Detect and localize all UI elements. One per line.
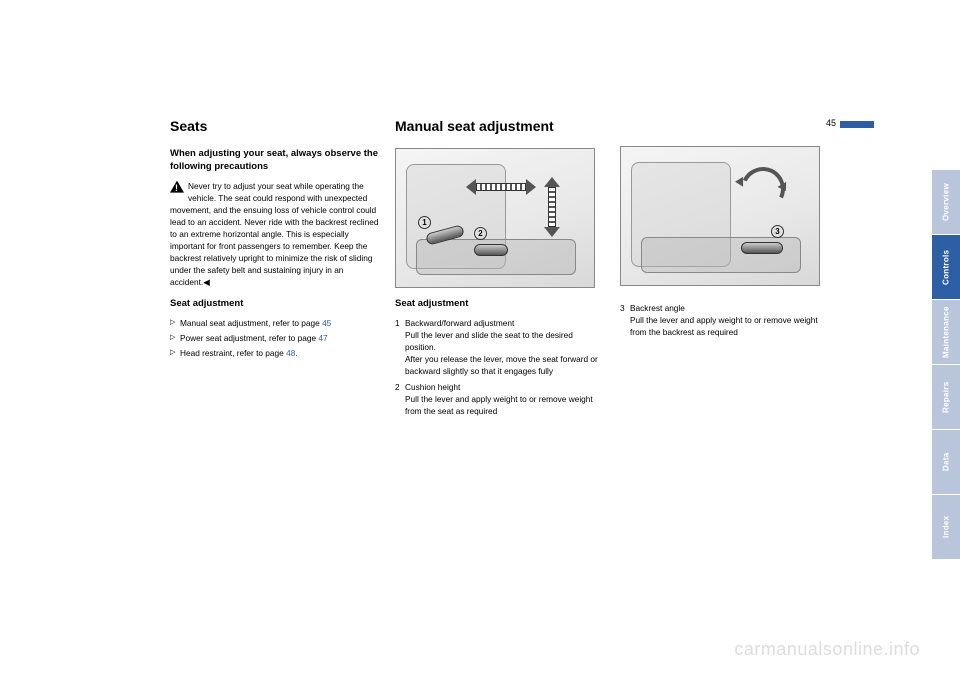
manual-page: 45 Seats When adjusting your seat, alway…	[170, 118, 850, 578]
heading-seat-adjustment-2: Seat adjustment	[395, 298, 605, 311]
list-item: 2 Cushion height Pull the lever and appl…	[395, 381, 605, 417]
warning-block: Never try to adjust your seat while oper…	[170, 180, 380, 288]
page-link[interactable]: 48	[286, 348, 295, 358]
adjustment-steps-3: 3 Backrest angle Pull the lever and appl…	[620, 302, 825, 338]
heading-manual-seat-adjustment: Manual seat adjustment	[395, 118, 605, 134]
tab-index[interactable]: Index	[932, 495, 960, 559]
page-link[interactable]: 45	[322, 318, 331, 328]
warning-text: Never try to adjust your seat while oper…	[170, 180, 380, 288]
column-manual-adjustment: Manual seat adjustment 1 2 MW079N02MA Se…	[395, 118, 605, 421]
tab-controls[interactable]: Controls	[932, 235, 960, 299]
list-item: 1 Backward/forward adjustment Pull the l…	[395, 317, 605, 377]
figure-seat-lever-3: 3 MW080N02MA	[620, 146, 820, 286]
callout-2: 2	[474, 227, 487, 240]
figure-seat-levers-12: 1 2 MW079N02MA	[395, 148, 595, 288]
adjustment-steps: 1 Backward/forward adjustment Pull the l…	[395, 317, 605, 417]
heading-precautions: When adjusting your seat, always observe…	[170, 148, 380, 174]
list-item: Head restraint, refer to page 48.	[170, 347, 380, 359]
column-seats: Seats When adjusting your seat, always o…	[170, 118, 380, 362]
watermark: carmanualsonline.info	[734, 639, 920, 660]
adjustment-link-list: Manual seat adjustment, refer to page 45…	[170, 317, 380, 359]
heading-seat-adjustment: Seat adjustment	[170, 298, 380, 311]
tab-overview[interactable]: Overview	[932, 170, 960, 234]
tab-data[interactable]: Data	[932, 430, 960, 494]
arrow-horizontal-icon	[466, 179, 536, 195]
callout-1: 1	[418, 216, 431, 229]
lever-3-icon	[741, 242, 783, 254]
tab-repairs[interactable]: Repairs	[932, 365, 960, 429]
list-item: 3 Backrest angle Pull the lever and appl…	[620, 302, 825, 338]
section-tabs: Overview Controls Maintenance Repairs Da…	[932, 170, 960, 560]
arrow-arc-icon	[735, 161, 791, 217]
callout-3: 3	[771, 225, 784, 238]
column-backrest: 3 MW080N02MA 3 Backrest angle Pull the l…	[620, 118, 825, 342]
list-item: Power seat adjustment, refer to page 47	[170, 332, 380, 344]
lever-2-icon	[474, 244, 508, 256]
page-number: 45	[826, 118, 836, 128]
page-link[interactable]: 47	[318, 333, 327, 343]
arrow-vertical-icon	[544, 177, 560, 237]
tab-maintenance[interactable]: Maintenance	[932, 300, 960, 364]
page-accent-bar	[840, 121, 874, 128]
list-item: Manual seat adjustment, refer to page 45	[170, 317, 380, 329]
heading-seats: Seats	[170, 118, 380, 134]
